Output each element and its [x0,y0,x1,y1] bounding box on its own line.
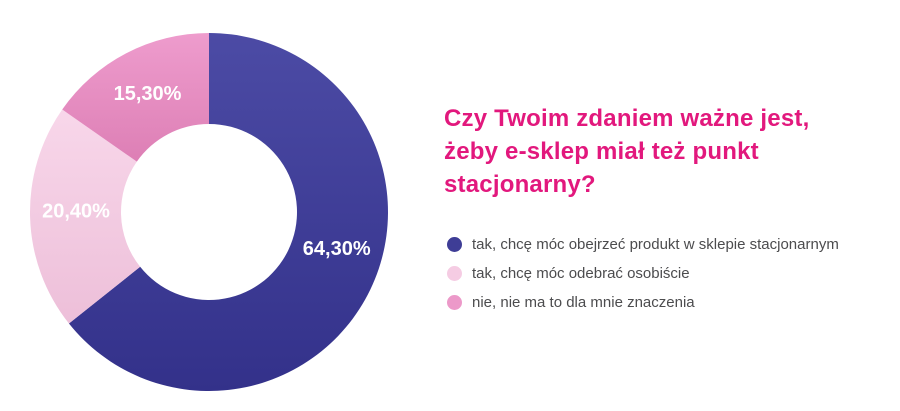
donut-slice-0 [68,33,388,391]
legend-label: tak, chcę móc obejrzeć produkt w sklepie… [472,235,839,253]
legend-item-stores: tak, chcę móc obejrzeć produkt w sklepie… [447,234,839,254]
legend-dot-medium-pink [447,294,462,310]
slice-value-label-1: 20,40% [42,201,110,223]
slice-value-label-0: 64,30% [303,238,371,260]
donut-chart: 64,30% 20,40% 15,30% [29,33,388,391]
question-line-2: żeby e-sklep miał też punkt [444,138,759,165]
legend-label: nie, nie ma to dla mnie znaczenia [472,293,695,311]
legend-item-no-matter: nie, nie ma to dla mnie znaczenia [447,292,839,312]
legend-dot-indigo [447,236,462,252]
slice-value-label-2: 15,30% [114,83,182,105]
legend-dot-light-pink [447,265,462,281]
donut-slice-2 [62,33,210,162]
question-line-3: stacjonarny? [444,171,596,198]
question-title: Czy Twoim zdaniem ważne jest, żeby e-skl… [444,102,844,201]
donut-slice-1 [29,109,141,324]
question-line-1: Czy Twoim zdaniem ważne jest, [444,105,810,132]
chart-legend: tak, chcę móc obejrzeć produkt w sklepie… [447,234,839,321]
legend-item-pickup: tak, chcę móc odebrać osobiście [447,263,839,283]
legend-label: tak, chcę móc odebrać osobiście [472,264,690,282]
